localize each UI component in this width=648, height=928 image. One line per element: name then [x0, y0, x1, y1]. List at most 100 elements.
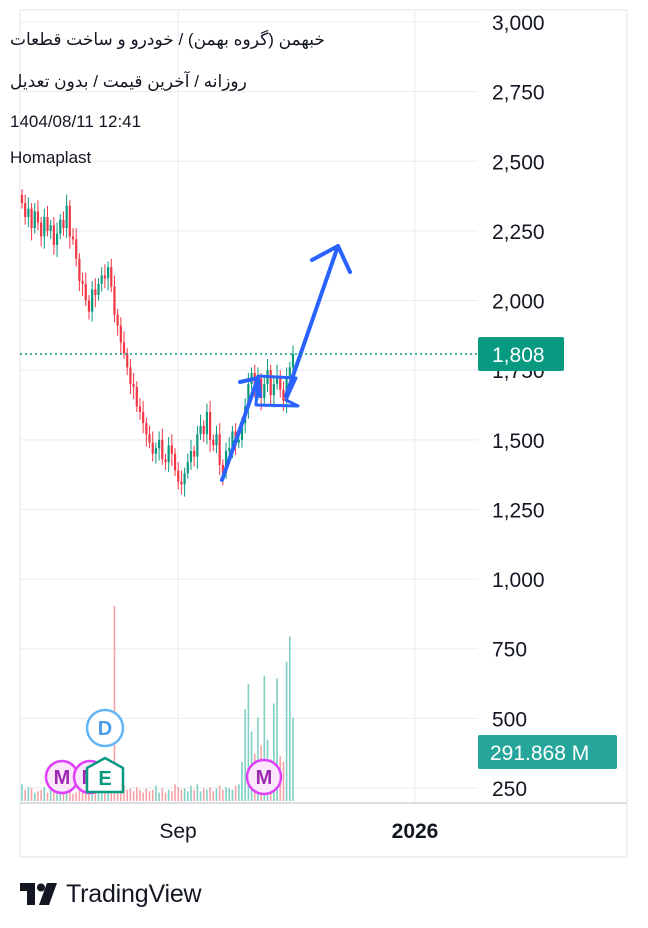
- dividend-badge[interactable]: D: [85, 708, 125, 748]
- volume-bar: [21, 784, 23, 801]
- publisher-name: Homaplast: [10, 148, 92, 167]
- candle: [269, 364, 272, 406]
- badge-label: D: [98, 718, 112, 740]
- volume-bar: [151, 789, 154, 801]
- chart-subtitle: روزانه / آخرین قیمت / بدون تعدیل: [10, 72, 247, 91]
- candle: [132, 372, 135, 400]
- candle: [33, 203, 36, 234]
- candle: [91, 281, 94, 322]
- volume-bar: [30, 788, 33, 801]
- candle: [71, 228, 75, 245]
- candle: [196, 425, 199, 469]
- volume-bar: [167, 789, 170, 801]
- badge-label: E: [98, 768, 111, 790]
- candle: [46, 205, 49, 237]
- price-tick-label: 750: [492, 639, 527, 662]
- chart-datetime: 1404/08/11 12:41: [10, 112, 142, 131]
- earnings-badge[interactable]: E: [85, 756, 125, 794]
- meeting-badge[interactable]: M: [245, 758, 283, 796]
- volume-bar: [241, 762, 243, 801]
- candle: [157, 431, 161, 461]
- candle: [263, 375, 266, 404]
- candle: [193, 445, 196, 467]
- volume-bar: [196, 784, 199, 801]
- volume-bar: [27, 787, 30, 801]
- volume-bar: [72, 794, 74, 801]
- volume-bar: [257, 717, 259, 801]
- candle: [103, 264, 106, 289]
- candle: [100, 267, 103, 292]
- flag-pattern-drawing[interactable]: [254, 374, 300, 408]
- candle: [55, 222, 59, 258]
- volume-bar: [132, 791, 135, 801]
- price-tick-label: 2,750: [492, 82, 545, 105]
- tradingview-wordmark: TradingView: [66, 879, 202, 908]
- volume-bar: [91, 789, 93, 801]
- candle: [180, 470, 183, 495]
- candle: [177, 462, 180, 490]
- volume-bar: [75, 792, 77, 801]
- volume-bar: [110, 785, 113, 801]
- volume-bar: [177, 787, 180, 801]
- volume-bar: [62, 791, 65, 801]
- candle: [173, 448, 177, 477]
- candle: [43, 208, 46, 249]
- volume-bar: [126, 789, 129, 801]
- volume-bar: [171, 791, 173, 801]
- volume-bar: [49, 788, 52, 801]
- price-tick-label: 3,000: [492, 12, 545, 35]
- candle: [189, 439, 193, 470]
- volume-bar: [78, 788, 81, 801]
- time-tick-label: 2026: [392, 820, 439, 843]
- candle: [59, 214, 62, 240]
- volume-bar: [65, 789, 68, 801]
- volume-bar: [81, 792, 84, 801]
- volume-bar: [145, 788, 148, 801]
- arrow-line-drawing[interactable]: [220, 376, 260, 482]
- arrow-line-drawing[interactable]: [284, 244, 340, 398]
- tradingview-logo[interactable]: TradingView: [20, 876, 202, 912]
- volume-bar: [161, 788, 164, 801]
- candle: [36, 200, 40, 231]
- price-tick-label: 250: [492, 778, 527, 801]
- volume-bar: [129, 788, 132, 801]
- price-tick-label: 2,500: [492, 151, 545, 174]
- candle: [148, 425, 151, 449]
- badge-label: M: [54, 767, 71, 789]
- candle: [183, 467, 186, 497]
- price-tick-label: 1,500: [492, 430, 545, 453]
- price-tick-label: 500: [492, 708, 527, 731]
- volume-bar: [100, 791, 103, 801]
- candle: [154, 442, 158, 464]
- candle: [52, 216, 55, 255]
- candle: [119, 317, 122, 355]
- volume-bar: [97, 788, 100, 801]
- candle: [110, 258, 113, 293]
- candle: [30, 203, 33, 241]
- candle: [209, 400, 212, 453]
- volume-bar: [228, 788, 231, 801]
- volume-bar: [164, 792, 167, 801]
- time-tick-label: Sep: [159, 820, 196, 843]
- price-tick-label: 1,250: [492, 499, 545, 522]
- candle: [122, 331, 126, 360]
- volume-bar: [113, 606, 116, 801]
- badge-label: M: [256, 767, 273, 789]
- volume-bar: [135, 787, 138, 801]
- candle: [138, 398, 142, 420]
- volume-bar: [231, 789, 234, 801]
- candle: [164, 453, 167, 470]
- candle: [97, 278, 100, 301]
- volume-bar: [37, 791, 39, 801]
- volume-bar: [218, 785, 221, 801]
- volume-bar: [180, 789, 183, 801]
- event-badges: MDMEM: [44, 708, 283, 796]
- candle: [116, 308, 119, 336]
- candle: [129, 359, 132, 395]
- chart-title: خبهمن (گروه بهمن) / خودرو و ساخت قطعات: [10, 30, 325, 49]
- volume-bar: [56, 789, 58, 801]
- candle: [62, 211, 65, 236]
- volume-bar: [155, 785, 157, 801]
- volume-bar: [206, 789, 208, 801]
